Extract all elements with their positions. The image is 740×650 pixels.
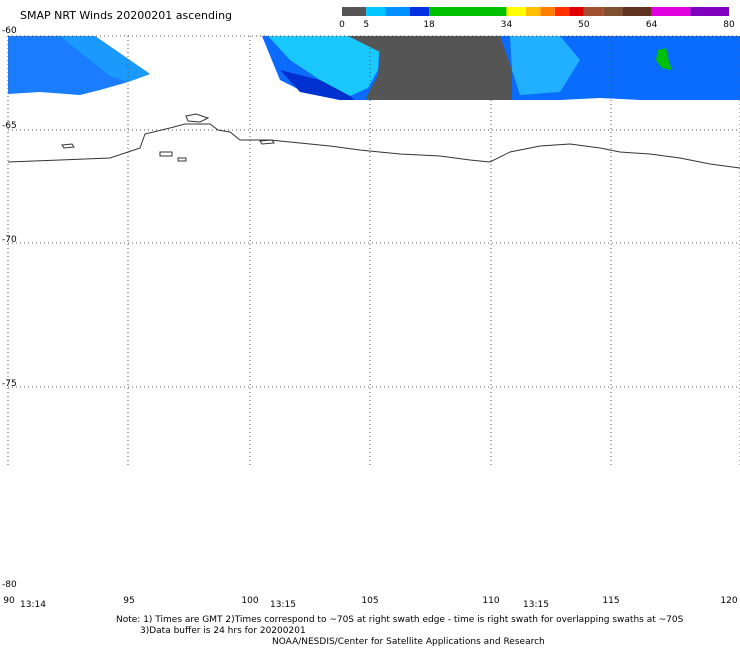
lon-label-110: 110 xyxy=(482,596,500,606)
colorbar-segment xyxy=(429,7,507,16)
colorbar-segment xyxy=(622,7,652,16)
colorbar-tick-label: 5 xyxy=(363,20,370,30)
colorbar-segment xyxy=(506,7,526,16)
colorbar-segment xyxy=(554,7,570,16)
colorbar xyxy=(342,7,729,16)
colorbar-tick-label: 50 xyxy=(578,20,590,30)
colorbar-tick-label: 64 xyxy=(645,20,658,30)
lat-label-70: -70 xyxy=(2,235,17,245)
lon-label-90: 90 xyxy=(3,596,15,606)
colorbar-segment xyxy=(690,7,729,16)
lon-label-120: 120 xyxy=(720,596,738,606)
lat-label-75: -75 xyxy=(2,379,17,389)
coastline xyxy=(7,113,740,169)
swath-calm-grey xyxy=(348,36,512,106)
colorbar-segment xyxy=(385,7,410,16)
wind-swaths xyxy=(8,36,740,108)
colorbar-tick-label: 18 xyxy=(423,20,435,30)
time-label-1: 13:14 xyxy=(20,600,46,610)
swath-cyan-right xyxy=(510,36,580,95)
colorbar-segment xyxy=(525,7,541,16)
lat-label-60: -60 xyxy=(2,26,17,36)
time-label-2: 13:15 xyxy=(270,600,296,610)
note-line-2: 3)Data buffer is 24 hrs for 20200201 xyxy=(140,626,306,636)
lat-label-65: -65 xyxy=(2,121,17,131)
colorbar-segment xyxy=(651,7,691,16)
time-label-3: 13:15 xyxy=(523,600,549,610)
lon-label-100: 100 xyxy=(241,596,259,606)
map-title: SMAP NRT Winds 20200201 ascending xyxy=(20,9,233,22)
note-line-3: NOAA/NESDIS/Center for Satellite Applica… xyxy=(272,637,545,647)
colorbar-segment xyxy=(540,7,555,16)
colorbar-segment xyxy=(603,7,623,16)
colorbar-tick-label: 34 xyxy=(500,20,513,30)
swath-cyan xyxy=(268,36,380,96)
note-line-1: Note: 1) Times are GMT 2)Times correspon… xyxy=(116,615,684,625)
lat-label-80: -80 xyxy=(2,580,17,590)
lon-label-95: 95 xyxy=(123,596,135,606)
swath-darkblue xyxy=(280,70,360,104)
lon-label-115: 115 xyxy=(602,596,620,606)
swath-green-spot xyxy=(656,48,672,70)
colorbar-segment xyxy=(583,7,604,16)
colorbar-segment xyxy=(366,7,386,16)
colorbar-segment xyxy=(342,7,367,16)
colorbar-tick-label: 0 xyxy=(339,20,345,30)
lon-label-105: 105 xyxy=(361,596,379,606)
swath-left-light xyxy=(60,36,150,82)
colorbar-tick-label: 80 xyxy=(723,20,735,30)
colorbar-segment xyxy=(569,7,584,16)
colorbar-segment xyxy=(409,7,430,16)
